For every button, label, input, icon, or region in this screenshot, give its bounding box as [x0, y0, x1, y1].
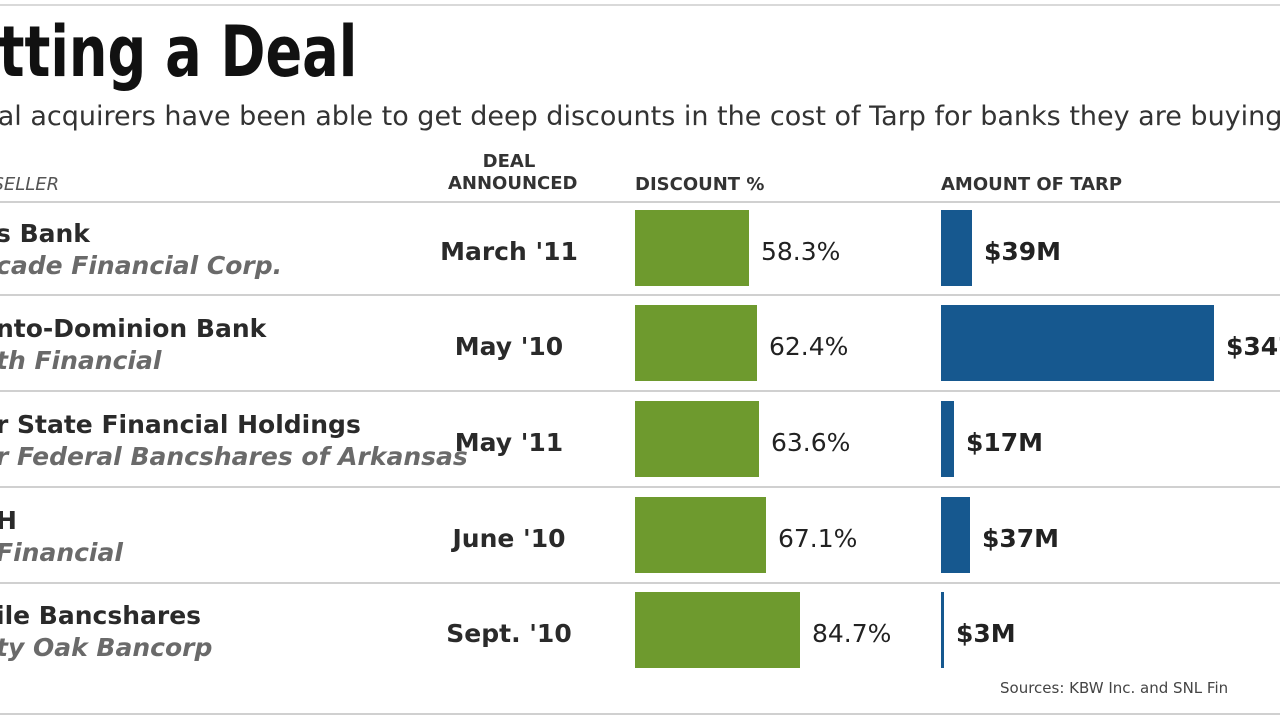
- buyer-name: H: [0, 506, 17, 535]
- seller-header-label: SELLER: [0, 174, 60, 195]
- seller-name: Financial: [0, 538, 123, 567]
- deal-row: nto-Dominion Bank th Financial May '10 6…: [0, 298, 1280, 394]
- discount-bar: [635, 497, 766, 573]
- deal-row: s Bank cade Financial Corp. March '11 58…: [0, 203, 1280, 299]
- tarp-bar: [941, 305, 1214, 381]
- seller-name: r Federal Bancshares of Arkansas: [0, 442, 468, 471]
- deal-header-line1: DEAL: [482, 151, 536, 172]
- buyer-name: s Bank: [0, 219, 90, 248]
- row-divider: [0, 201, 1280, 203]
- deal-row: ile Bancshares ty Oak Bancorp Sept. '10 …: [0, 585, 1280, 681]
- discount-label: 63.6%: [771, 428, 851, 457]
- tarp-bar: [941, 497, 970, 573]
- discount-bar: [635, 592, 800, 668]
- discount-bar: [635, 210, 749, 286]
- tarp-amount-label: $39M: [984, 237, 1062, 266]
- discount-bar: [635, 305, 757, 381]
- row-divider: [0, 294, 1280, 296]
- tarp-amount-label: $3M: [956, 619, 1016, 648]
- buyer-seller-header: R/SELLER: [0, 174, 59, 196]
- deal-announced-header: DEAL ANNOUNCED: [448, 151, 578, 195]
- deal-row: r State Financial Holdings r Federal Ban…: [0, 394, 1280, 490]
- top-rule: [0, 4, 1280, 6]
- discount-label: 67.1%: [778, 524, 858, 553]
- deal-row: H Financial June '10 67.1% $37M: [0, 490, 1280, 586]
- chart-subtitle: eral acquirers have been able to get dee…: [0, 101, 1280, 132]
- deal-date: Sept. '10: [446, 619, 572, 648]
- seller-name: th Financial: [0, 346, 162, 375]
- chart-title: utting a Deal: [0, 11, 358, 93]
- tarp-amount-label: $37M: [982, 524, 1060, 553]
- bottom-rule: [0, 713, 1280, 715]
- buyer-name: nto-Dominion Bank: [0, 314, 267, 343]
- discount-bar: [635, 401, 759, 477]
- discount-label: 62.4%: [769, 332, 849, 361]
- row-divider: [0, 486, 1280, 488]
- tarp-bar: [941, 401, 954, 477]
- discount-label: 84.7%: [812, 619, 892, 648]
- deal-date: May '11: [454, 428, 564, 457]
- seller-name: cade Financial Corp.: [0, 251, 283, 280]
- buyer-name: r State Financial Holdings: [0, 410, 361, 439]
- tarp-amount-label: $17M: [966, 428, 1044, 457]
- deal-header-line2: ANNOUNCED: [448, 173, 578, 194]
- tarp-amount-label: $347: [1226, 332, 1280, 361]
- deal-date: June '10: [452, 524, 566, 553]
- row-divider: [0, 582, 1280, 584]
- source-note: Sources: KBW Inc. and SNL Fin: [1000, 679, 1229, 697]
- tarp-bar: [941, 592, 944, 668]
- tarp-amount-header: AMOUNT OF TARP: [941, 174, 1123, 195]
- row-divider: [0, 390, 1280, 392]
- deal-date: March '11: [440, 237, 578, 266]
- deal-date: May '10: [454, 332, 564, 361]
- seller-name: ty Oak Bancorp: [0, 633, 213, 662]
- tarp-bar: [941, 210, 972, 286]
- buyer-name: ile Bancshares: [0, 601, 202, 630]
- discount-header: DISCOUNT %: [635, 174, 765, 195]
- discount-label: 58.3%: [761, 237, 841, 266]
